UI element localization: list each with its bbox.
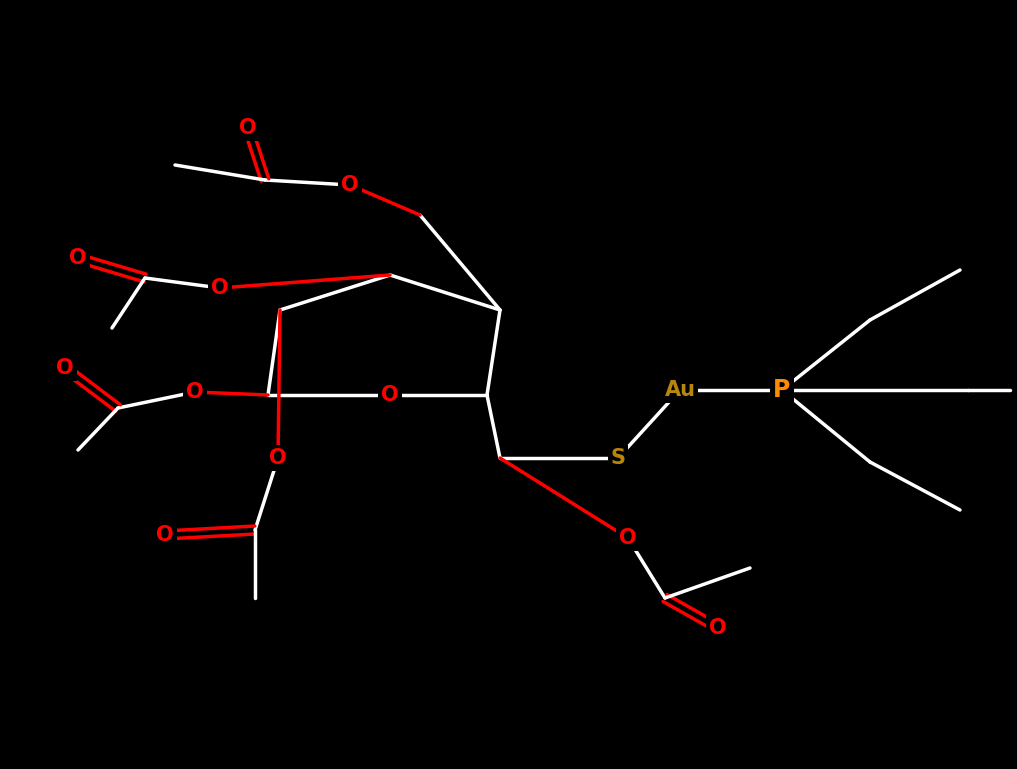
Text: O: O <box>381 385 399 405</box>
Text: O: O <box>69 248 86 268</box>
Text: O: O <box>157 525 174 545</box>
Text: O: O <box>56 358 74 378</box>
Text: Au: Au <box>664 380 696 400</box>
Text: S: S <box>610 448 625 468</box>
Text: O: O <box>212 278 229 298</box>
Text: O: O <box>341 175 359 195</box>
Text: O: O <box>270 448 287 468</box>
Text: O: O <box>709 618 727 638</box>
Text: O: O <box>619 528 637 548</box>
Text: P: P <box>773 378 790 402</box>
Text: O: O <box>239 118 257 138</box>
Text: O: O <box>186 382 203 402</box>
